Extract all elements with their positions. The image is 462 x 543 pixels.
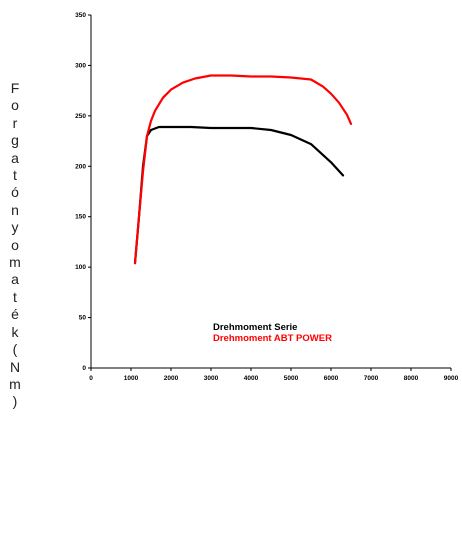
y-axis-label-char: ): [12, 393, 18, 410]
y-tick-label: 0: [82, 365, 86, 372]
legend-entry-abt-power: Drehmoment ABT POWER: [213, 333, 332, 344]
y-tick-label: 100: [75, 264, 86, 271]
y-axis-label-char: k: [11, 323, 19, 340]
legend-entry-serie: Drehmoment Serie: [213, 322, 297, 333]
y-tick-label: 350: [75, 12, 86, 19]
x-tick-label: 1000: [124, 375, 139, 382]
x-tick-label: 8000: [404, 375, 419, 382]
y-tick-label: 150: [75, 214, 86, 221]
y-tick-label: 200: [75, 163, 86, 170]
y-axis-label-char: N: [9, 358, 21, 375]
y-axis-label-char: é: [11, 306, 19, 323]
y-axis-label-char: n: [11, 201, 19, 218]
x-tick-label: 7000: [364, 375, 379, 382]
y-axis-label-char: t: [13, 288, 17, 305]
y-axis-label-char: m: [9, 375, 21, 392]
y-axis-label-char: m: [9, 254, 21, 271]
y-axis-label-char: F: [10, 80, 20, 96]
y-axis-label-char: (: [12, 341, 18, 358]
x-tick-label: 5000: [284, 375, 299, 382]
y-axis-label-char: t: [13, 167, 17, 184]
series-line-abt-power: [133, 74, 353, 265]
x-tick-label: 4000: [244, 375, 259, 382]
y-axis-label-char: y: [11, 219, 19, 236]
y-axis-label-char: a: [11, 271, 19, 288]
y-tick-label: 50: [79, 315, 87, 322]
x-tick-label: 2000: [164, 375, 179, 382]
x-tick-label: 6000: [324, 375, 339, 382]
y-axis-label-char: o: [11, 236, 19, 253]
x-tick-label: 9000: [444, 375, 459, 382]
y-tick-label: 250: [75, 113, 86, 120]
y-axis-label-char: g: [11, 132, 19, 149]
y-tick-label: 300: [75, 62, 86, 69]
y-axis-label-char: r: [12, 114, 18, 131]
y-axis-label-char: o: [11, 97, 19, 114]
x-tick-label: 0: [89, 375, 93, 382]
y-axis-label-char: ó: [11, 184, 19, 201]
y-axis-label-char: a: [11, 149, 19, 166]
x-tick-label: 3000: [204, 375, 219, 382]
series-line-serie: [133, 125, 345, 265]
